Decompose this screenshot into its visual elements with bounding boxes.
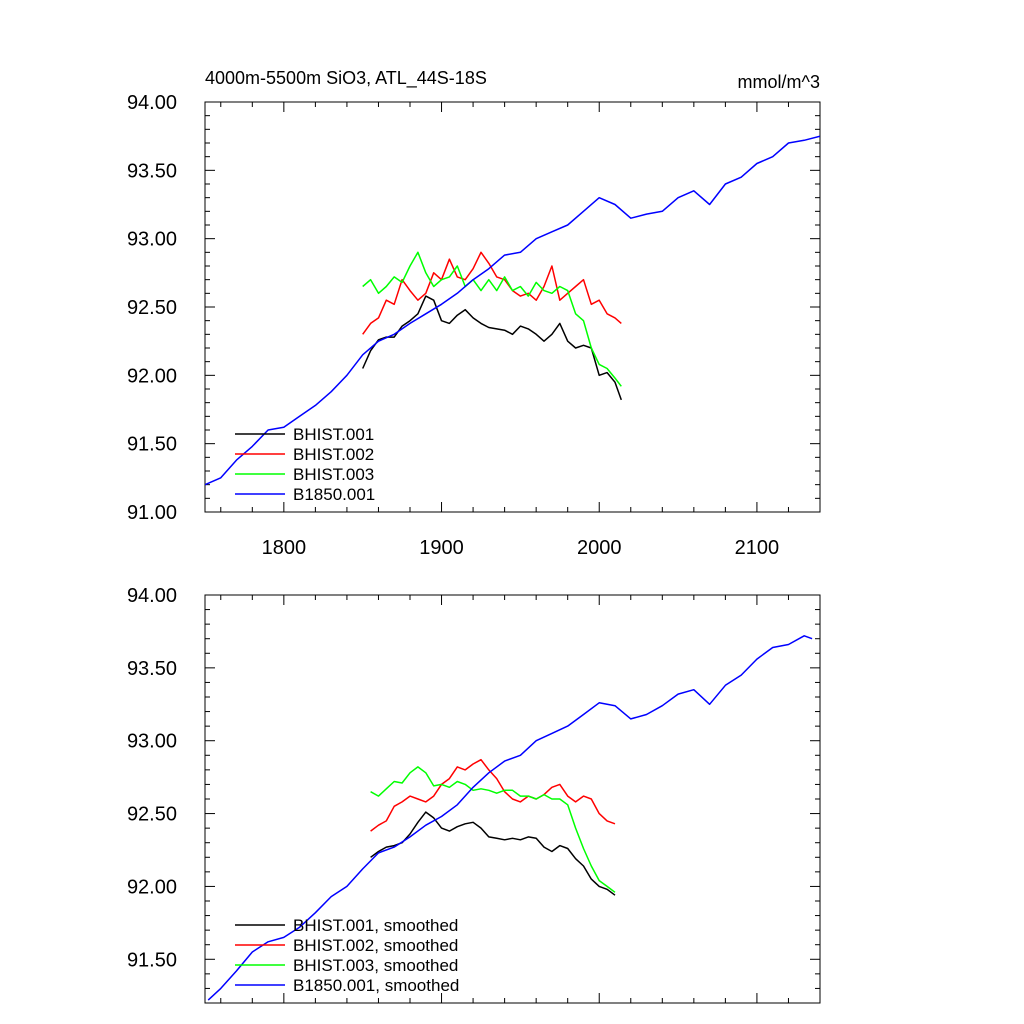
legend-label: BHIST.001: [293, 425, 374, 444]
y-tick-label: 91.00: [127, 502, 177, 524]
plot-panel-2: 91.50 92.00 92.50 93.00 93.50 94.00 BHIST.001,…: [127, 585, 821, 1004]
legend-label: B1850.001: [293, 485, 375, 504]
y-tick-label: 93.00: [127, 731, 177, 753]
y-tick-label: 92.00: [127, 365, 177, 387]
legend-label: BHIST.003, smoothed: [293, 956, 458, 975]
series-line-4: [207, 635, 813, 1001]
y-tick-label: 92.50: [127, 297, 177, 319]
plot-panel-1: 1800 1900 2000 2100 91.00 91.50 92.00 92.50 93.0…: [127, 68, 821, 559]
legend-label: BHIST.003: [293, 465, 374, 484]
series-line-3: [370, 766, 616, 893]
legend-label: BHIST.002, smoothed: [293, 936, 458, 955]
series-line-1: [362, 295, 623, 401]
series-line-2: [362, 251, 622, 335]
series-line-4: [205, 135, 820, 486]
legend-label: BHIST.002: [293, 445, 374, 464]
y-tick-label: 93.50: [127, 658, 177, 680]
series-line-2: [370, 758, 616, 832]
legend-label: B1850.001, smoothed: [293, 976, 459, 995]
x-tick-label: 1900: [419, 537, 464, 559]
x-tick-label: 2000: [577, 537, 622, 559]
y-tick-label: 94.00: [127, 92, 177, 114]
y-tick-label: 92.00: [127, 876, 177, 898]
y-tick-label: 92.50: [127, 804, 177, 826]
y-tick-label: 91.50: [127, 434, 177, 456]
y-tick-label: 94.00: [127, 585, 177, 607]
y-tick-label: 93.50: [127, 160, 177, 182]
series-line-3: [362, 251, 622, 387]
legend-label: BHIST.001, smoothed: [293, 916, 458, 935]
x-tick-label: 2100: [735, 537, 780, 559]
x-tick-label: 1800: [262, 537, 307, 559]
chart-units: mmol/m^3: [738, 72, 820, 92]
chart-title: 4000m-5500m SiO3, ATL_44S-18S: [205, 68, 487, 89]
series-line-1: [370, 811, 616, 896]
y-tick-label: 93.00: [127, 229, 177, 251]
y-tick-label: 91.50: [127, 949, 177, 971]
